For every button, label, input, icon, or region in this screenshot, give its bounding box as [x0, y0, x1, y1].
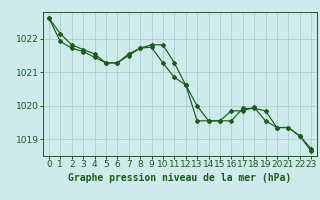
X-axis label: Graphe pression niveau de la mer (hPa): Graphe pression niveau de la mer (hPa) [68, 173, 292, 183]
